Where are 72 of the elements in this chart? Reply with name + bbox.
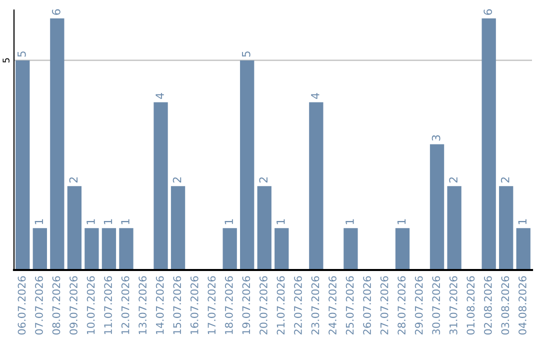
data-label: 4 <box>156 93 164 99</box>
data-label: 2 <box>172 177 182 183</box>
bar <box>170 186 186 270</box>
bar <box>257 186 272 270</box>
x-tick-label: 21.07.2026 <box>276 276 285 334</box>
data-label: 1 <box>86 219 95 224</box>
x-tick-label: 15.07.2026 <box>173 276 182 334</box>
x-tick-label: 01.08.2026 <box>466 276 475 335</box>
bar <box>154 102 168 270</box>
bar <box>50 18 64 270</box>
x-tick-label: 10.07.2026 <box>86 276 95 334</box>
x-tick-label: 16.07.2026 <box>190 276 198 334</box>
data-label: 2 <box>449 177 458 183</box>
data-label: 2 <box>69 177 78 183</box>
data-label: 5 <box>18 51 26 57</box>
x-tick-label: 26.07.2026 <box>363 276 371 334</box>
bar <box>430 144 444 270</box>
x-tick-label: 09.07.2026 <box>70 276 78 335</box>
bar <box>482 18 496 270</box>
data-label: 2 <box>500 177 510 183</box>
bar <box>16 60 30 270</box>
x-tick-label: 29.07.2026 <box>414 276 423 334</box>
data-label: 1 <box>121 219 130 224</box>
bar <box>499 186 514 270</box>
x-tick-label: 27.07.2026 <box>380 276 388 334</box>
x-tick-label: 25.07.2026 <box>346 276 354 334</box>
data-label: 1 <box>346 219 354 224</box>
x-tick-label: 28.07.2026 <box>398 276 406 334</box>
x-tick-label: 24.07.2026 <box>328 276 336 334</box>
bar <box>447 186 462 270</box>
x-tick-label: 12.07.2026 <box>121 276 130 334</box>
x-tick-label: 17.07.2026 <box>208 276 216 334</box>
x-tick-label: 18.07.2026 <box>224 276 233 334</box>
bar <box>119 228 134 270</box>
x-tick-label: 14.07.2026 <box>156 276 164 334</box>
bar <box>344 228 358 270</box>
x-tick-label: 22.07.2026 <box>294 276 302 334</box>
x-tick-label: 08.07.2026 <box>52 276 60 335</box>
bar <box>516 228 530 270</box>
data-label: 1 <box>276 219 285 224</box>
bar <box>67 186 82 270</box>
x-tick-label: 30.07.2026 <box>432 276 440 334</box>
data-label: 1 <box>34 219 43 224</box>
bar <box>222 228 237 270</box>
bar <box>309 102 324 270</box>
x-tick-label: 19.07.2026 <box>242 276 250 334</box>
data-label: 1 <box>104 219 112 224</box>
x-tick-label: 31.07.2026 <box>449 276 458 334</box>
bar <box>84 228 99 270</box>
x-tick-label: 13.07.2026 <box>138 276 147 334</box>
x-tick-label: 20.07.2026 <box>260 276 268 334</box>
data-label: 4 <box>311 93 320 99</box>
data-label: 6 <box>484 9 492 15</box>
bar <box>102 228 116 270</box>
x-tick-label: 02.08.2026 <box>484 276 492 335</box>
bar <box>395 228 410 270</box>
bar <box>32 228 47 270</box>
x-tick-label: 03.08.2026 <box>501 276 510 335</box>
bar <box>240 60 254 270</box>
x-tick-label: 23.07.2026 <box>311 276 320 334</box>
data-label: 6 <box>52 9 60 15</box>
data-label: 2 <box>259 177 268 183</box>
data-label: 1 <box>518 219 526 224</box>
data-label: 3 <box>432 135 440 141</box>
data-label: 5 <box>242 51 250 57</box>
x-tick-label: 07.07.2026 <box>35 276 43 335</box>
data-label: 1 <box>224 219 233 224</box>
x-tick-label: 11.07.2026 <box>104 276 112 334</box>
x-tick-label: 04.08.2026 <box>518 276 526 335</box>
data-label: 1 <box>397 219 406 224</box>
x-tick-label: 06.07.2026 <box>18 276 26 335</box>
bar <box>274 228 289 270</box>
